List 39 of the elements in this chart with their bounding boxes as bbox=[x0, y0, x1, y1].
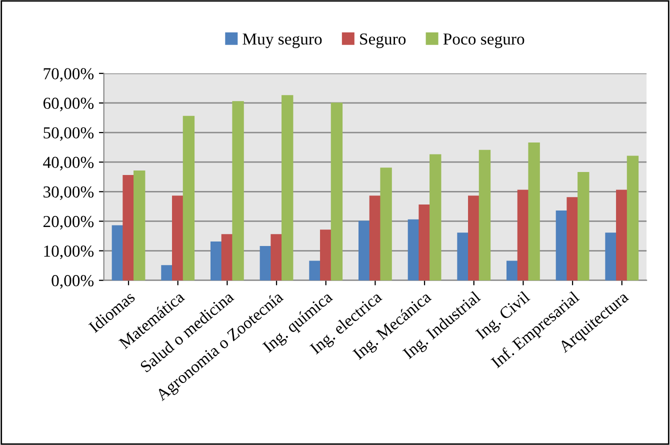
bar bbox=[418, 204, 430, 280]
bar bbox=[330, 102, 343, 280]
y-tick-label: 70,00% bbox=[44, 68, 94, 82]
bar bbox=[210, 242, 222, 280]
bar bbox=[430, 154, 442, 280]
legend-label: Muy seguro bbox=[242, 34, 322, 48]
bar bbox=[457, 232, 469, 280]
y-tick-label: 30,00% bbox=[44, 186, 94, 200]
bar bbox=[566, 197, 578, 280]
y-tick-label: 20,00% bbox=[43, 216, 94, 230]
bar bbox=[616, 190, 628, 280]
bar bbox=[182, 116, 195, 280]
bar bbox=[161, 265, 173, 280]
bar bbox=[605, 232, 617, 280]
bar bbox=[134, 170, 146, 280]
legend-label: Poco seguro bbox=[443, 34, 524, 48]
bar bbox=[578, 172, 590, 280]
bar bbox=[270, 234, 282, 280]
bar bbox=[122, 174, 134, 280]
bar bbox=[112, 225, 124, 280]
bar bbox=[282, 95, 294, 280]
y-tick-label: 40,00% bbox=[43, 156, 94, 170]
bar bbox=[172, 196, 184, 280]
bar bbox=[232, 101, 244, 280]
y-tick-label: 60,00% bbox=[43, 98, 94, 112]
bar bbox=[478, 150, 491, 280]
bar bbox=[309, 260, 321, 280]
y-tick-label: 50,00% bbox=[44, 127, 94, 141]
bar bbox=[358, 220, 370, 280]
bar bbox=[626, 156, 639, 280]
bar bbox=[369, 196, 382, 280]
bar bbox=[468, 196, 480, 280]
bar bbox=[380, 168, 392, 280]
bar bbox=[506, 260, 518, 280]
bar bbox=[320, 230, 332, 280]
y-tick-label: 0,00% bbox=[52, 275, 94, 289]
y-tick-label: 10,00% bbox=[44, 245, 94, 260]
bar bbox=[528, 142, 540, 280]
legend-label: Seguro bbox=[360, 33, 406, 48]
